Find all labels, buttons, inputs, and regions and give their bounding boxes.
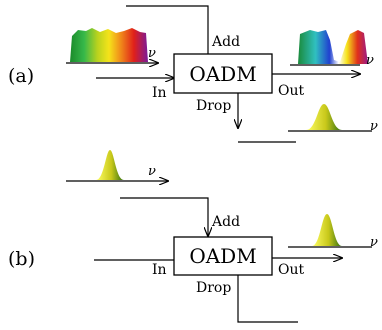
add-line-a — [126, 5, 209, 54]
add-label-a: Add — [211, 34, 240, 50]
panel-b-label: (b) — [8, 248, 35, 270]
output-nu-label-b: ν — [370, 235, 378, 250]
panel-a-label: (a) — [8, 65, 34, 87]
oadm-box-b — [173, 236, 273, 276]
dropped-nu-label: ν — [370, 119, 378, 134]
in-label-a: In — [152, 85, 167, 101]
output-pulse-b — [312, 214, 342, 246]
oadm-label-a: OADM — [189, 62, 256, 86]
drop-label-b: Drop — [196, 280, 231, 296]
drop-label-a: Drop — [196, 98, 231, 114]
input-spectrum — [70, 28, 148, 62]
add-label-b: Add — [211, 214, 240, 230]
add-line-b — [120, 197, 208, 236]
output-nu-label: ν — [366, 53, 374, 68]
out-label-b: Out — [278, 262, 304, 278]
drop-line-b — [237, 275, 298, 323]
oadm-box-a — [173, 53, 273, 94]
added-pulse — [96, 150, 124, 180]
input-nu-label: ν — [148, 46, 156, 61]
output-spectrum — [298, 30, 368, 64]
added-nu-label: ν — [148, 164, 156, 179]
in-label-b: In — [152, 262, 167, 278]
out-label-a: Out — [278, 83, 304, 99]
dropped-pulse — [306, 104, 342, 130]
oadm-label-b: OADM — [189, 244, 256, 268]
